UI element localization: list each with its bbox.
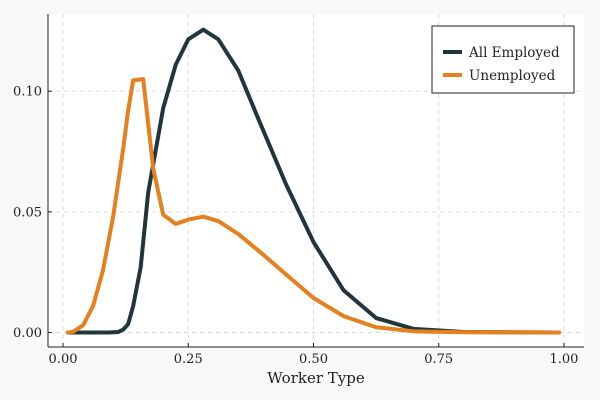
x-tick-label: 1.00 (549, 352, 578, 367)
y-tick-label: 0.05 (13, 205, 42, 220)
x-tick-label: 0.50 (299, 352, 328, 367)
legend-label-all-employed: All Employed (468, 45, 560, 61)
series-line-unemployed (66, 77, 561, 335)
x-ticks: 0.00 0.25 0.50 0.75 1.00 (49, 343, 578, 367)
legend-box (431, 25, 575, 94)
legend-label-unemployed: Unemployed (469, 68, 556, 84)
series-layer (66, 27, 561, 335)
x-axis-title: Worker Type (267, 369, 365, 387)
x-tick-label: 0.75 (424, 352, 453, 367)
grid (48, 14, 584, 347)
y-tick-label: 0.10 (13, 85, 42, 100)
x-tick-label: 0.25 (174, 352, 203, 367)
y-ticks: 0.00 0.05 0.10 (13, 85, 52, 341)
x-tick-label: 0.00 (49, 352, 78, 367)
legend: All Employed Unemployed (431, 25, 575, 94)
y-tick-label: 0.00 (13, 326, 42, 341)
series-line-all-employed (66, 27, 561, 335)
